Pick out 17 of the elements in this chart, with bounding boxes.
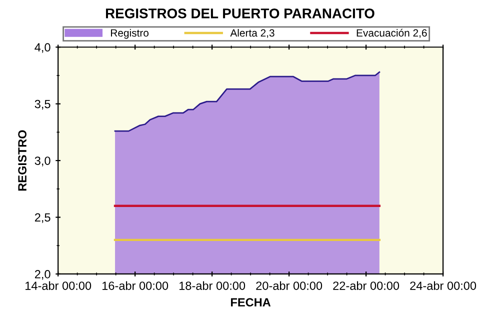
y-tick-label: 3,5	[34, 100, 50, 110]
legend-label: Alerta 2,3	[230, 28, 274, 38]
x-tick-label: 22-abr 00:00	[333, 281, 400, 290]
y-tick-label: 3,0	[34, 156, 50, 166]
x-tick-label: 16-abr 00:00	[102, 281, 168, 290]
x-tick-label: 24-abr 00:00	[410, 281, 476, 290]
y-tick-label: 4,0	[34, 43, 50, 53]
y-tick-label: 2,5	[34, 213, 50, 224]
legend-label: Registro	[111, 28, 149, 39]
x-tick-label: 18-abr 00:00	[179, 281, 246, 290]
x-tick-label: 14-abr 00:00	[26, 281, 92, 290]
chart-title: REGISTROS DEL PUERTO PARANACITO	[106, 8, 374, 18]
y-axis-title: REGISTRO	[18, 130, 26, 191]
x-tick-label: 20-abr 00:00	[256, 281, 322, 290]
x-axis-title: FECHA	[231, 298, 271, 306]
y-tick-label: 2,0	[34, 270, 50, 280]
legend-label: Evacuación 2,6	[356, 28, 427, 38]
